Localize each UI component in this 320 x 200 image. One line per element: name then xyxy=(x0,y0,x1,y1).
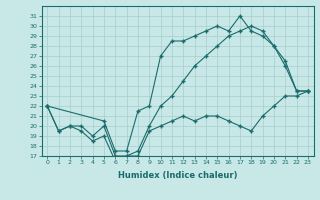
X-axis label: Humidex (Indice chaleur): Humidex (Indice chaleur) xyxy=(118,171,237,180)
